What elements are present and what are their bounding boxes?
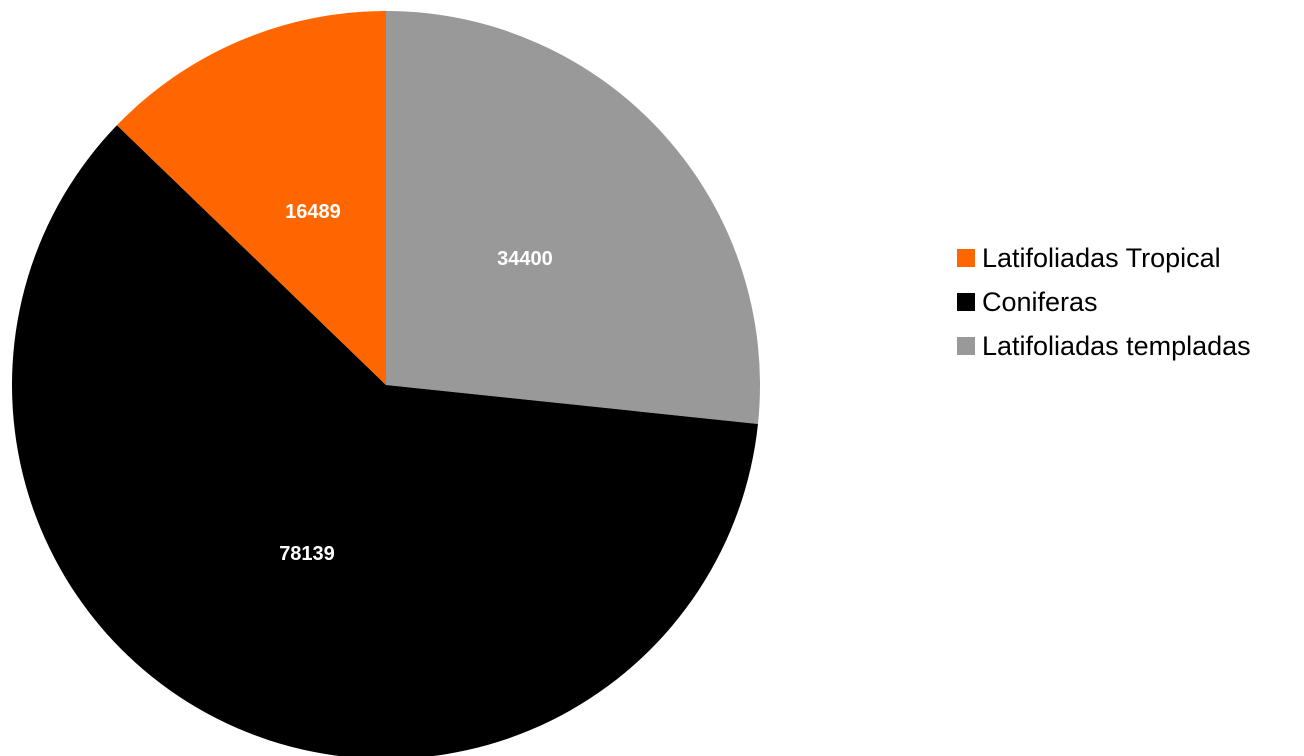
data-label-latifoliadas-templadas: 34400 bbox=[497, 248, 553, 270]
pie-slices bbox=[12, 11, 760, 756]
legend-swatch-latifoliadas-tropical bbox=[957, 249, 975, 267]
pie-slice-latifoliadas-tropical bbox=[116, 11, 386, 385]
legend-label-latifoliadas-templadas: Latifoliadas templadas bbox=[982, 330, 1251, 361]
pie-data-labels: 34400 78139 16489 bbox=[279, 201, 553, 565]
pie-slice-coniferas bbox=[12, 125, 758, 756]
legend-item-latifoliadas-templadas: Latifoliadas templadas bbox=[957, 324, 1251, 368]
legend-item-latifoliadas-tropical: Latifoliadas Tropical bbox=[957, 236, 1251, 280]
data-label-latifoliadas-tropical: 16489 bbox=[285, 201, 341, 223]
legend-label-coniferas: Coniferas bbox=[982, 286, 1098, 317]
pie-slice-latifoliadas-templadas bbox=[386, 11, 760, 424]
legend-item-coniferas: Coniferas bbox=[957, 280, 1251, 324]
legend-swatch-latifoliadas-templadas bbox=[957, 337, 975, 355]
legend-label-latifoliadas-tropical: Latifoliadas Tropical bbox=[982, 242, 1221, 273]
legend-swatch-coniferas bbox=[957, 293, 975, 311]
data-label-coniferas: 78139 bbox=[279, 543, 335, 565]
chart-legend: Latifoliadas Tropical Coniferas Latifoli… bbox=[957, 236, 1251, 368]
